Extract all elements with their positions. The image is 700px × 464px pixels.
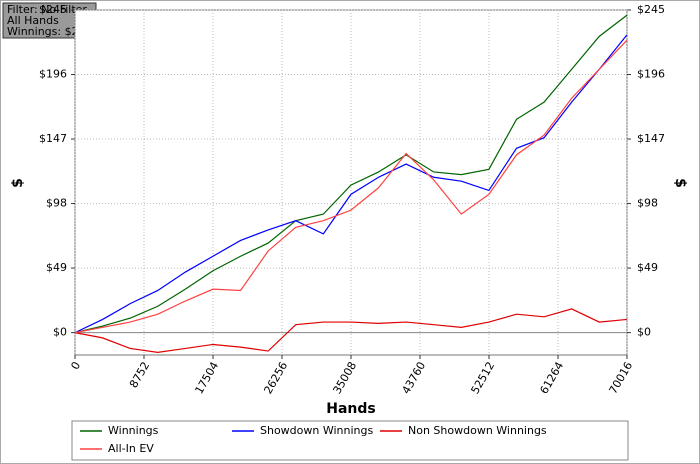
series-line <box>74 39 628 334</box>
series-line <box>74 14 628 334</box>
x-axis-label: Hands <box>326 401 376 417</box>
y2-tick-label: $0 <box>637 326 651 339</box>
series-line <box>74 308 627 353</box>
y-tick-label: $0 <box>53 326 67 339</box>
y-tick-label: $245 <box>39 3 67 16</box>
y2-tick-label: $196 <box>637 68 665 81</box>
info-text: Filter: No Filter <box>7 3 87 16</box>
y2-tick-label: $147 <box>637 132 665 145</box>
legend-label: Non Showdown Winnings <box>408 424 547 437</box>
y2-tick-label: $98 <box>637 197 658 210</box>
y-tick-label: $98 <box>46 197 67 210</box>
y-tick-label: $147 <box>39 132 67 145</box>
legend-label: Winnings <box>108 424 159 437</box>
y2-tick-label: $245 <box>637 3 665 16</box>
y-axis-label: $ <box>10 178 26 188</box>
y2-axis-label: $ <box>672 178 688 188</box>
y2-tick-label: $49 <box>637 261 658 274</box>
y-tick-label: $196 <box>39 68 67 81</box>
legend-label: All-In EV <box>108 442 154 455</box>
legend <box>71 420 629 461</box>
legend-label: Showdown Winnings <box>260 424 374 437</box>
info-text: All Hands <box>7 14 59 27</box>
y-tick-label: $49 <box>46 261 67 274</box>
